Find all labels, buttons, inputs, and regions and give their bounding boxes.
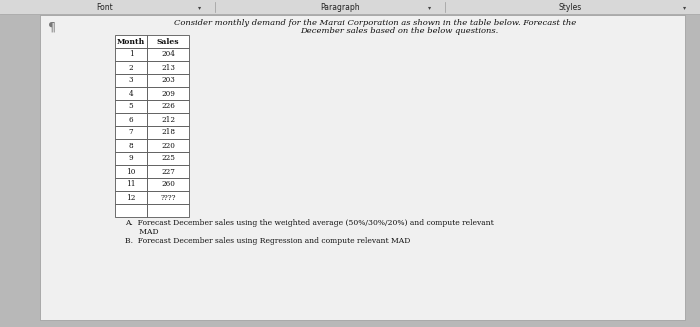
Text: Paragraph: Paragraph bbox=[320, 3, 360, 11]
Bar bbox=[115, 61, 147, 74]
Bar bbox=[115, 126, 147, 139]
Bar bbox=[147, 35, 189, 48]
Text: 3: 3 bbox=[129, 77, 133, 84]
Text: 218: 218 bbox=[161, 129, 175, 136]
Text: 5: 5 bbox=[129, 102, 133, 111]
Bar bbox=[115, 178, 147, 191]
Text: 213: 213 bbox=[161, 63, 175, 72]
Text: 6: 6 bbox=[129, 115, 133, 124]
Bar bbox=[115, 87, 147, 100]
Bar bbox=[147, 204, 189, 217]
Text: 209: 209 bbox=[161, 90, 175, 97]
Text: 12: 12 bbox=[126, 194, 136, 201]
Text: ▾: ▾ bbox=[198, 5, 202, 10]
Text: ▾: ▾ bbox=[428, 5, 432, 10]
Text: B.  Forecast December sales using Regression and compute relevant MAD: B. Forecast December sales using Regress… bbox=[125, 237, 410, 245]
Text: 2: 2 bbox=[129, 63, 133, 72]
Text: A.  Forecast December sales using the weighted average (50%/30%/20%) and compute: A. Forecast December sales using the wei… bbox=[125, 219, 494, 227]
Bar bbox=[147, 61, 189, 74]
Text: December sales based on the below questions.: December sales based on the below questi… bbox=[300, 27, 498, 35]
Text: 225: 225 bbox=[161, 154, 175, 163]
Text: ▾: ▾ bbox=[683, 5, 687, 10]
Bar bbox=[147, 100, 189, 113]
Bar bbox=[147, 126, 189, 139]
Text: 260: 260 bbox=[161, 181, 175, 188]
Bar bbox=[115, 35, 147, 48]
Bar bbox=[115, 165, 147, 178]
Bar bbox=[115, 204, 147, 217]
Bar bbox=[115, 139, 147, 152]
Bar bbox=[147, 139, 189, 152]
Bar bbox=[147, 113, 189, 126]
Bar bbox=[147, 87, 189, 100]
Text: 8: 8 bbox=[129, 142, 133, 149]
Text: 4: 4 bbox=[129, 90, 133, 97]
Text: 226: 226 bbox=[161, 102, 175, 111]
Text: Styles: Styles bbox=[559, 3, 582, 11]
Bar bbox=[115, 152, 147, 165]
Bar bbox=[115, 191, 147, 204]
Bar bbox=[147, 165, 189, 178]
Text: ¶: ¶ bbox=[48, 21, 56, 33]
Bar bbox=[147, 178, 189, 191]
Text: 7: 7 bbox=[129, 129, 133, 136]
Text: 10: 10 bbox=[126, 167, 136, 176]
Bar bbox=[147, 152, 189, 165]
Bar bbox=[147, 191, 189, 204]
Text: 204: 204 bbox=[161, 50, 175, 59]
Text: 9: 9 bbox=[129, 154, 133, 163]
Text: 220: 220 bbox=[161, 142, 175, 149]
Text: 203: 203 bbox=[161, 77, 175, 84]
Bar bbox=[147, 48, 189, 61]
Bar bbox=[115, 113, 147, 126]
Text: ????: ???? bbox=[160, 194, 176, 201]
Text: 212: 212 bbox=[161, 115, 175, 124]
Text: Month: Month bbox=[117, 38, 145, 45]
Text: Sales: Sales bbox=[157, 38, 179, 45]
Text: 1: 1 bbox=[129, 50, 134, 59]
Text: Consider monthly demand for the Marai Corporation as shown in the table below. F: Consider monthly demand for the Marai Co… bbox=[174, 19, 576, 27]
Text: 11: 11 bbox=[126, 181, 136, 188]
Bar bbox=[147, 74, 189, 87]
Bar bbox=[115, 74, 147, 87]
Text: MAD: MAD bbox=[125, 228, 159, 236]
Text: Font: Font bbox=[97, 3, 113, 11]
Bar bbox=[115, 100, 147, 113]
Bar bbox=[0, 0, 700, 14]
Bar bbox=[115, 48, 147, 61]
Text: 227: 227 bbox=[161, 167, 175, 176]
